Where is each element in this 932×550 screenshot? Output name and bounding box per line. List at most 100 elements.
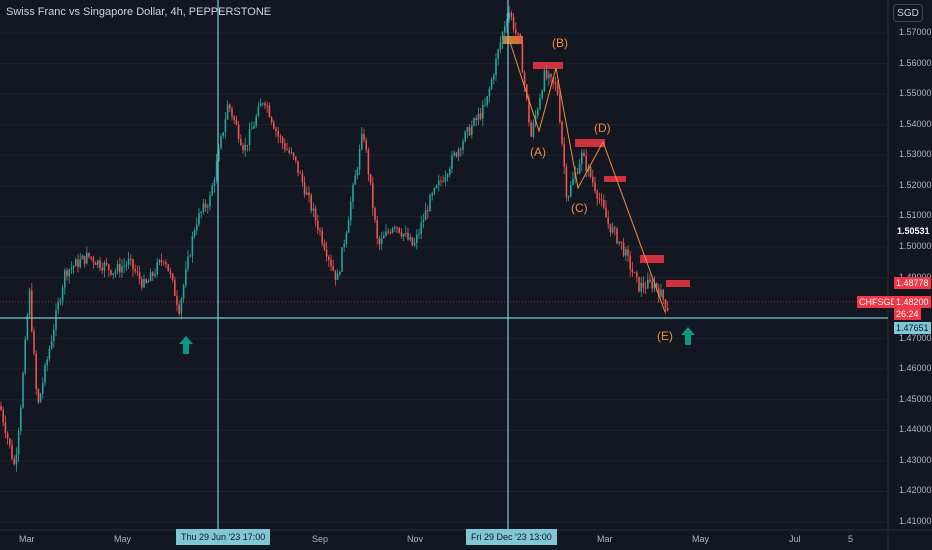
candle-body [277,130,279,137]
candle-body [644,287,647,289]
candle-body [433,187,436,194]
currency-button[interactable]: SGD [893,4,923,22]
candle-body [121,266,123,273]
candle-body [53,329,55,341]
candle-body [662,289,664,300]
candle-body [488,88,491,97]
candle-body [649,279,651,282]
candle-body [389,231,392,233]
candle-body [94,262,97,266]
candle-body [475,118,477,120]
candle-body [581,152,583,165]
candle-body [182,285,185,299]
time-label: Sep [312,534,329,544]
candle-body [493,75,495,80]
candle-body [145,279,147,283]
candle-body [248,129,251,146]
price-tick-label: 1.41000 [899,516,932,526]
candle-body [301,173,304,183]
candle-body [119,264,121,273]
candle-body [262,103,264,105]
candle-body [2,410,4,423]
candle-body [416,234,418,244]
candle-body [218,147,220,161]
candle-body [462,141,464,150]
wave-label-c: (C) [571,201,588,215]
crosshair-time-label: Thu 29 Jun '23 17:00 [176,529,271,545]
candle-body [37,389,40,403]
candle-body [110,270,112,275]
candle-body [44,365,46,383]
candle-body [242,145,244,151]
candle-body [383,235,385,239]
candle-body [409,237,411,240]
time-label: Mar [19,534,35,544]
candle-body [167,264,169,272]
candle-body [306,192,308,195]
candle-body [33,331,35,354]
time-label: May [114,534,132,544]
candle-body [332,266,334,271]
candle-body [235,119,238,125]
candle-body [583,152,585,157]
candle-body [376,220,378,239]
candle-body [48,348,51,360]
candle-body [633,272,636,274]
candle-body [449,168,451,175]
candle-body [598,198,601,200]
candle-body [343,244,345,248]
candle-body [361,133,363,150]
price-tick-label: 1.45000 [899,393,932,404]
candle-body [143,279,145,288]
candle-body [647,279,649,289]
supply-zone [666,280,690,287]
candle-body [422,220,425,223]
price-tick-label: 1.51000 [899,210,932,221]
candle-body [363,133,365,141]
candle-body [284,143,286,150]
candle-body [281,137,284,144]
candle-body [319,229,321,231]
candle-body [365,140,367,150]
candle-body [116,264,119,272]
candle-body [548,74,550,79]
wave-label-b: (B) [552,36,568,50]
candle-body [640,282,642,292]
candle-body [46,359,48,366]
candle-body [189,255,191,257]
candle-body [185,268,187,286]
candle-body [286,149,288,150]
chart-title: Swiss Franc vs Singapore Dollar, 4h, PEP… [6,6,272,18]
candle-body [68,269,70,277]
candle-body [442,181,444,182]
candle-body [200,211,202,214]
candle-body [468,127,471,136]
candle-body [275,128,277,131]
candle-body [625,249,627,256]
candle-body [554,82,557,85]
candle-body [297,160,299,173]
candle-body [424,210,427,221]
candle-body [20,407,22,432]
time-label: 5 [848,534,854,544]
candle-body [314,208,317,221]
wave-label-a: (A) [530,145,546,159]
candle-body [387,231,389,233]
candle-body [523,72,526,85]
candle-body [486,96,488,105]
candle-body [565,166,568,198]
time-label: Jul [789,534,801,544]
candle-body [171,273,174,280]
candle-body [64,270,66,288]
candle-body [226,104,229,120]
candle-body [253,125,255,129]
candle-body [651,281,653,289]
level-red-tag: 1.48778 [894,277,931,289]
candle-body [600,199,603,201]
candle-body [446,174,449,177]
candle-body [147,281,150,283]
price-tick-label: 1.53000 [899,149,932,160]
candle-body [532,123,535,137]
candle-body [510,12,513,17]
